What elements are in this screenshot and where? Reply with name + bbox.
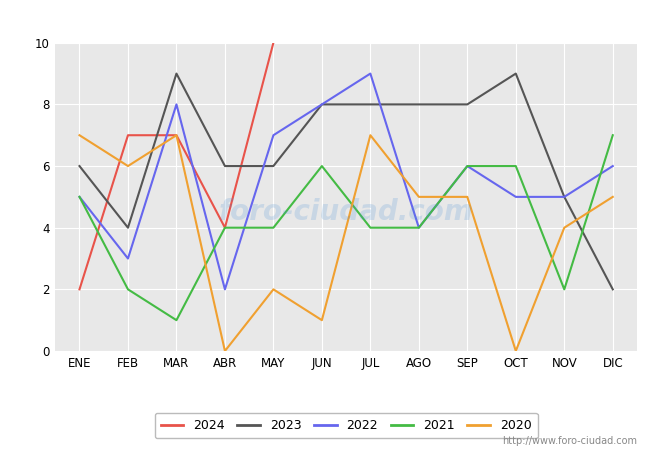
Text: Matriculaciones de Vehiculos en Castellgalí: Matriculaciones de Vehiculos en Castellg… [146, 8, 504, 26]
Text: foro-ciudad.com: foro-ciudad.com [219, 198, 473, 226]
Text: http://www.foro-ciudad.com: http://www.foro-ciudad.com [502, 436, 637, 446]
Legend: 2024, 2023, 2022, 2021, 2020: 2024, 2023, 2022, 2021, 2020 [155, 413, 538, 438]
